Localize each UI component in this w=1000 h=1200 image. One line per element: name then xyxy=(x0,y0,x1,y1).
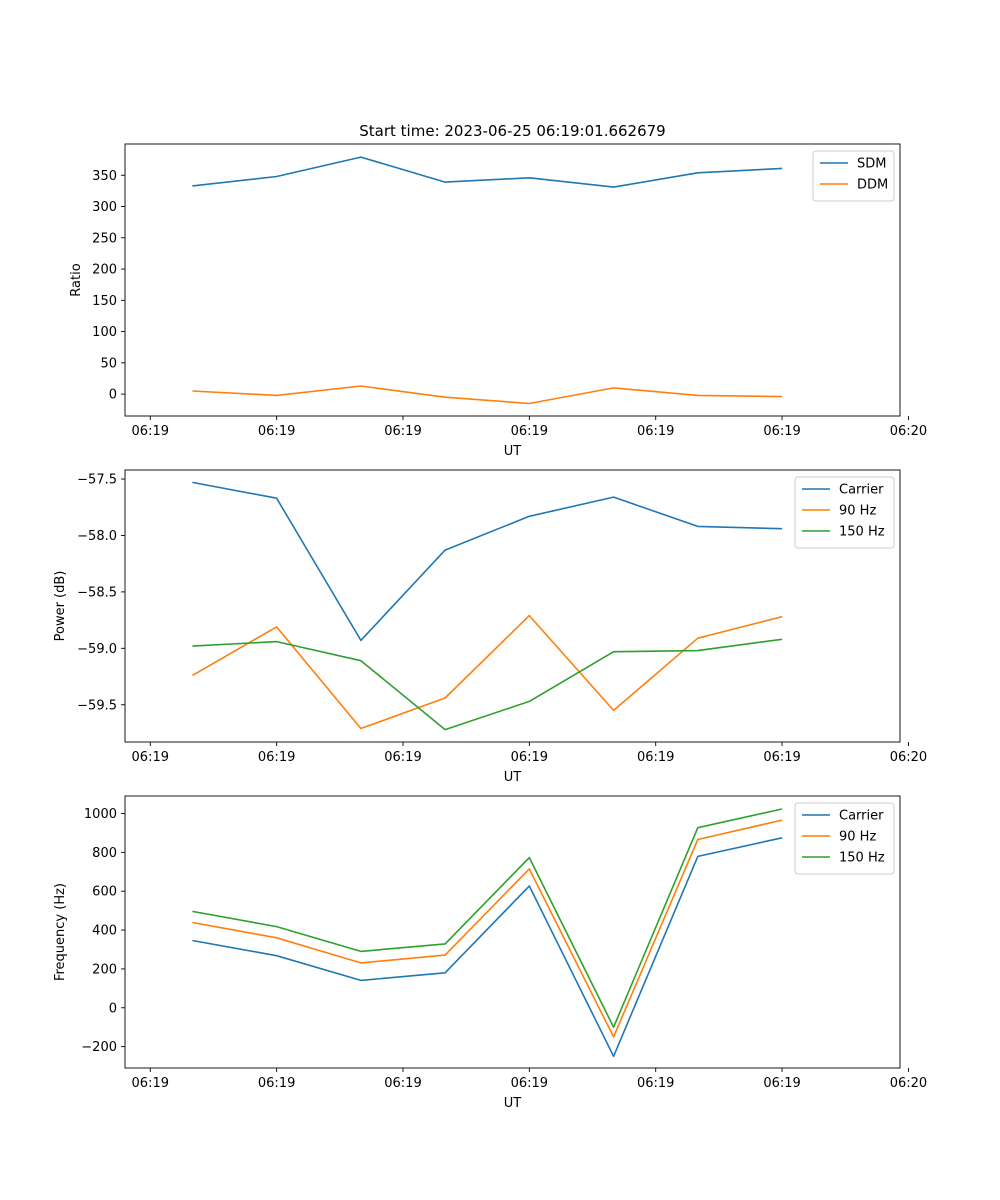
y-tick-label: −58.5 xyxy=(77,585,117,600)
x-tick-label: 06:19 xyxy=(384,424,421,439)
series-line-150-hz xyxy=(192,638,783,731)
legend-entry-label: 90 Hz xyxy=(839,830,876,845)
series-line-ddm xyxy=(192,385,783,405)
y-tick-label: 600 xyxy=(92,885,117,900)
y-tick-label: −58.0 xyxy=(77,529,117,544)
series-line-90-hz xyxy=(192,614,783,730)
y-axis-label: Ratio xyxy=(69,263,84,296)
x-tick-label: 06:19 xyxy=(511,424,548,439)
x-tick-label: 06:19 xyxy=(132,1076,169,1091)
y-tick-label: 250 xyxy=(92,231,117,246)
axes-frame xyxy=(124,469,901,743)
x-tick-label: 06:19 xyxy=(258,424,295,439)
x-tick-label: 06:19 xyxy=(258,1076,295,1091)
legend: Carrier 90 Hz 150 Hz xyxy=(794,802,895,875)
legend-entry-label: DDM xyxy=(857,178,888,193)
axes-frame xyxy=(124,795,901,1069)
y-tick-label: 200 xyxy=(92,263,117,278)
y-tick-label: 100 xyxy=(92,325,117,340)
legend-entry-label: Carrier xyxy=(839,809,884,824)
legend-entry-label: 90 Hz xyxy=(839,504,876,519)
series-line-carrier xyxy=(192,481,783,642)
series-line-carrier xyxy=(192,837,783,1058)
y-tick-label: 300 xyxy=(92,200,117,215)
legend: SDM DDM xyxy=(812,150,895,202)
y-tick-label: −200 xyxy=(81,1040,117,1055)
y-axis-label: Power (dB) xyxy=(53,571,68,642)
panel-1: 06:19 06:19 06:19 06:19 06:19 06:19 06:20 0 50 10… xyxy=(69,143,927,459)
legend-entry-label: 150 Hz xyxy=(839,851,885,866)
axes-frame xyxy=(124,143,901,417)
x-tick-label: 06:20 xyxy=(890,1076,927,1091)
legend: Carrier 90 Hz 150 Hz xyxy=(794,476,895,549)
x-tick-label: 06:19 xyxy=(511,1076,548,1091)
x-axis-label: UT xyxy=(504,770,522,785)
legend-entry-label: 150 Hz xyxy=(839,525,885,540)
panels: 06:19 06:19 06:19 06:19 06:19 06:19 06:20 0 50 10… xyxy=(53,143,927,1111)
y-tick-label: 0 xyxy=(109,1001,117,1016)
x-axis-label: UT xyxy=(504,444,522,459)
x-tick-label: 06:20 xyxy=(890,750,927,765)
y-tick-label: 800 xyxy=(92,846,117,861)
y-tick-label: −59.5 xyxy=(77,698,117,713)
y-tick-label: −57.5 xyxy=(77,473,117,488)
x-axis-label: UT xyxy=(504,1096,522,1111)
y-tick-label: −59.0 xyxy=(77,642,117,657)
x-tick-label: 06:19 xyxy=(258,750,295,765)
x-tick-label: 06:19 xyxy=(637,1076,674,1091)
series-line-90-hz xyxy=(192,819,783,1038)
series-line-150-hz xyxy=(192,808,783,1028)
y-tick-label: 200 xyxy=(92,962,117,977)
x-tick-label: 06:19 xyxy=(384,750,421,765)
x-tick-label: 06:19 xyxy=(132,424,169,439)
series-line-sdm xyxy=(192,156,783,188)
y-tick-label: 150 xyxy=(92,294,117,309)
legend-entry-label: SDM xyxy=(857,157,886,172)
x-tick-label: 06:19 xyxy=(511,750,548,765)
x-tick-label: 06:20 xyxy=(890,424,927,439)
y-axis-label: Frequency (Hz) xyxy=(53,883,68,981)
x-tick-label: 06:19 xyxy=(132,750,169,765)
x-tick-label: 06:19 xyxy=(763,750,800,765)
panel-2: 06:19 06:19 06:19 06:19 06:19 06:19 06:20 −59.5… xyxy=(53,469,927,785)
x-tick-label: 06:19 xyxy=(763,424,800,439)
x-tick-label: 06:19 xyxy=(637,424,674,439)
y-tick-label: 400 xyxy=(92,924,117,939)
x-tick-label: 06:19 xyxy=(637,750,674,765)
legend-entry-label: Carrier xyxy=(839,483,884,498)
x-tick-label: 06:19 xyxy=(763,1076,800,1091)
y-tick-label: 0 xyxy=(109,388,117,403)
panel-3: 06:19 06:19 06:19 06:19 06:19 06:19 06:20 −200 0… xyxy=(53,795,927,1111)
figure-title: Start time: 2023-06-25 06:19:01.662679 xyxy=(359,122,665,140)
y-tick-label: 1000 xyxy=(84,807,117,822)
x-tick-label: 06:19 xyxy=(384,1076,421,1091)
y-tick-label: 350 xyxy=(92,169,117,184)
y-tick-label: 50 xyxy=(100,356,117,371)
